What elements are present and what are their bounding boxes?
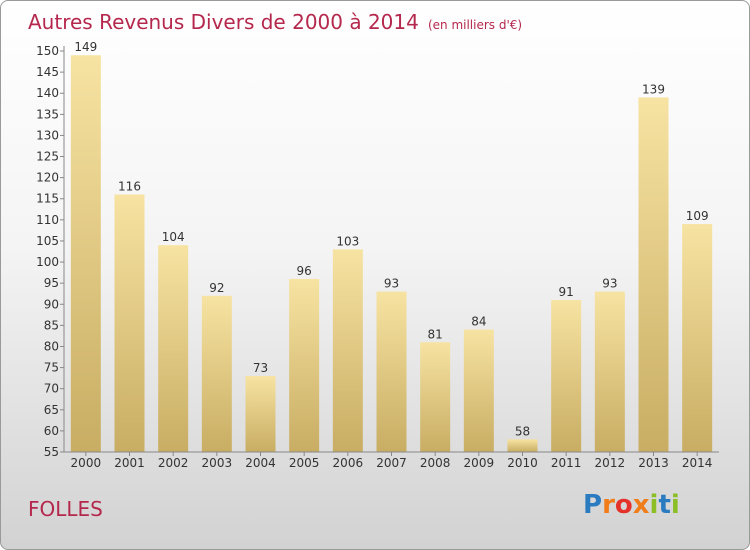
logo-letter: x [632, 490, 650, 520]
bar [289, 278, 320, 452]
data-label: 93 [602, 277, 617, 291]
y-tick-label: 90 [44, 297, 59, 311]
chart-title-main: Autres Revenus Divers de 2000 à 2014 [28, 10, 419, 34]
y-tick-label: 150 [36, 44, 59, 58]
y-tick-label: 85 [44, 318, 59, 332]
bar [332, 249, 363, 452]
x-tick-label: 2010 [507, 456, 538, 470]
x-tick-label: 2012 [595, 456, 626, 470]
logo-letter: P [583, 490, 603, 520]
bar [158, 245, 189, 452]
y-tick-label: 110 [36, 213, 59, 227]
bar [245, 376, 276, 452]
bar [70, 55, 101, 452]
y-tick-label: 55 [44, 445, 59, 459]
y-tick-label: 115 [36, 192, 59, 206]
logo-letter: i [670, 490, 680, 520]
y-tick-label: 120 [36, 171, 59, 185]
y-tick-label: 70 [44, 382, 59, 396]
x-tick-label: 2000 [71, 456, 102, 470]
y-tick-label: 80 [44, 339, 59, 353]
x-tick-label: 2001 [114, 456, 145, 470]
data-label: 109 [686, 209, 709, 223]
x-tick-label: 2007 [376, 456, 407, 470]
data-label: 91 [559, 285, 574, 299]
y-tick-label: 130 [36, 128, 59, 142]
data-label: 116 [118, 180, 141, 194]
y-tick-label: 60 [44, 424, 59, 438]
y-tick-label: 105 [36, 234, 59, 248]
x-tick-label: 2006 [333, 456, 364, 470]
bar [638, 97, 669, 452]
bar [420, 342, 451, 452]
x-tick-label: 2013 [638, 456, 669, 470]
bar [594, 291, 625, 452]
x-tick-label: 2003 [202, 456, 233, 470]
x-tick-label: 2004 [245, 456, 276, 470]
data-label: 81 [428, 327, 443, 341]
data-label: 73 [253, 361, 268, 375]
x-tick-label: 2009 [464, 456, 495, 470]
chart-subtitle: (en milliers d'€) [427, 18, 523, 32]
y-tick-label: 140 [36, 86, 59, 100]
bar [201, 295, 232, 452]
town-name: FOLLES [28, 497, 103, 521]
bar [463, 329, 494, 452]
axes-layer: 55 60 65 70 75 80 85 90 95 100 105 110 115 120 125 130 1… [36, 44, 719, 470]
labels-layer: 149 116 104 92 73 96 103 93 81 84 58 91 93 139 109 [74, 40, 708, 438]
bar [551, 300, 582, 452]
data-label: 58 [515, 424, 530, 438]
y-tick-label: 125 [36, 150, 59, 164]
data-label: 92 [209, 281, 224, 295]
chart-title: Autres Revenus Divers de 2000 à 2014 (en… [28, 10, 522, 34]
bar [376, 291, 407, 452]
x-tick-label: 2014 [682, 456, 713, 470]
data-label: 96 [297, 264, 312, 278]
y-tick-label: 75 [44, 361, 59, 375]
data-label: 103 [336, 234, 359, 248]
x-tick-label: 2011 [551, 456, 582, 470]
y-tick-label: 145 [36, 65, 59, 79]
data-label: 104 [162, 230, 185, 244]
data-label: 149 [74, 40, 97, 54]
logo-letter: o [614, 490, 633, 520]
y-tick-label: 100 [36, 255, 59, 269]
logo-letter: t [658, 490, 671, 520]
x-tick-label: 2002 [158, 456, 189, 470]
y-tick-label: 95 [44, 276, 59, 290]
x-tick-label: 2008 [420, 456, 451, 470]
logo-letter: i [649, 490, 659, 520]
logo-letter: r [602, 490, 615, 520]
bar [682, 224, 713, 452]
data-label: 93 [384, 277, 399, 291]
x-tick-label: 2005 [289, 456, 320, 470]
data-label: 139 [642, 82, 665, 96]
bars-layer [70, 55, 713, 452]
bar [507, 439, 538, 452]
data-label: 84 [471, 315, 486, 329]
proxiti-logo: Proxiti [583, 490, 680, 520]
y-tick-label: 135 [36, 107, 59, 121]
bar [114, 194, 145, 452]
y-tick-label: 65 [44, 403, 59, 417]
